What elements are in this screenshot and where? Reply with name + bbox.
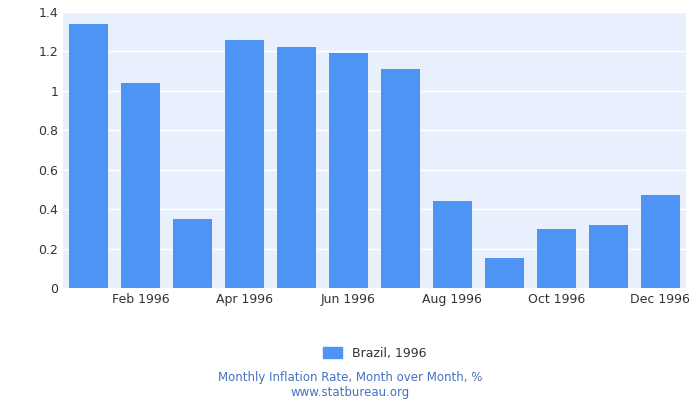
Bar (121, 83, 160, 288)
Legend: Brazil, 1996: Brazil, 1996 (318, 342, 431, 364)
Bar (329, 53, 368, 288)
Bar (537, 229, 575, 288)
Bar (69, 24, 108, 288)
Bar (640, 195, 680, 288)
Bar (174, 219, 212, 288)
Bar (485, 258, 524, 288)
Bar (277, 48, 316, 288)
Text: Monthly Inflation Rate, Month over Month, %: Monthly Inflation Rate, Month over Month… (218, 372, 482, 384)
Bar (589, 225, 628, 288)
Text: www.statbureau.org: www.statbureau.org (290, 386, 410, 399)
Bar (433, 201, 472, 288)
Bar (225, 40, 264, 288)
Bar (381, 69, 420, 288)
